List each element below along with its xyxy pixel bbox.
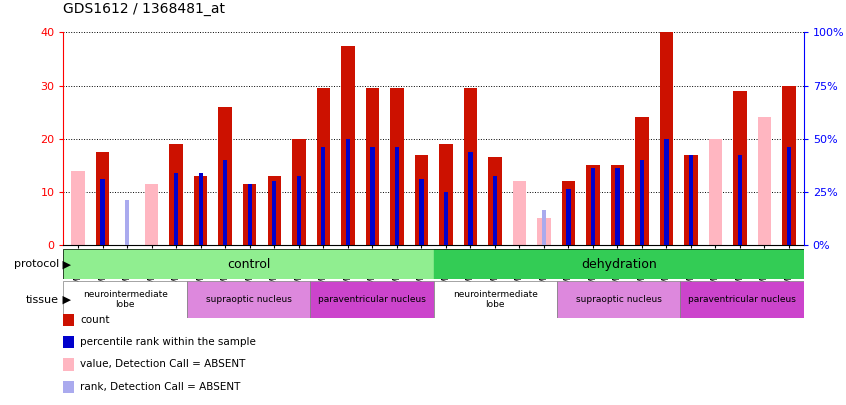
Bar bbox=[611, 165, 624, 245]
Bar bbox=[664, 139, 668, 245]
Bar bbox=[316, 88, 330, 245]
Bar bbox=[292, 139, 305, 245]
Bar bbox=[415, 155, 428, 245]
Bar bbox=[199, 173, 203, 245]
Bar bbox=[443, 192, 448, 245]
Bar bbox=[640, 160, 644, 245]
Text: count: count bbox=[80, 315, 110, 325]
Bar bbox=[709, 139, 722, 245]
Bar bbox=[537, 218, 551, 245]
Bar bbox=[433, 249, 804, 279]
Text: control: control bbox=[227, 258, 270, 271]
Bar bbox=[71, 171, 85, 245]
Bar bbox=[223, 160, 228, 245]
Text: neurointermediate
lobe: neurointermediate lobe bbox=[453, 290, 538, 309]
Bar bbox=[689, 155, 693, 245]
Bar bbox=[738, 155, 742, 245]
Text: paraventricular nucleus: paraventricular nucleus bbox=[688, 295, 796, 304]
Bar bbox=[187, 281, 310, 318]
Text: neurointermediate
lobe: neurointermediate lobe bbox=[83, 290, 168, 309]
Bar bbox=[272, 181, 277, 245]
Bar bbox=[733, 91, 747, 245]
Bar bbox=[660, 32, 673, 245]
Bar bbox=[365, 88, 379, 245]
Bar bbox=[394, 147, 399, 245]
Bar bbox=[783, 85, 796, 245]
Bar bbox=[321, 147, 326, 245]
Bar bbox=[218, 107, 232, 245]
Bar bbox=[566, 189, 570, 245]
Bar bbox=[615, 168, 619, 245]
Bar bbox=[433, 281, 557, 318]
Text: rank, Detection Call = ABSENT: rank, Detection Call = ABSENT bbox=[80, 382, 241, 392]
Bar bbox=[125, 200, 129, 245]
Bar bbox=[468, 152, 473, 245]
Text: supraoptic nucleus: supraoptic nucleus bbox=[206, 295, 292, 304]
Bar bbox=[194, 176, 207, 245]
Bar bbox=[63, 249, 433, 279]
Text: ▶: ▶ bbox=[59, 295, 71, 305]
Bar bbox=[63, 281, 187, 318]
Bar bbox=[488, 157, 502, 245]
Bar bbox=[419, 179, 424, 245]
Bar bbox=[513, 181, 526, 245]
Text: ▶: ▶ bbox=[59, 259, 71, 269]
Text: paraventricular nucleus: paraventricular nucleus bbox=[318, 295, 426, 304]
Text: percentile rank within the sample: percentile rank within the sample bbox=[80, 337, 256, 347]
Bar bbox=[310, 281, 433, 318]
Bar bbox=[787, 147, 791, 245]
Bar bbox=[341, 46, 354, 245]
Text: dehydration: dehydration bbox=[580, 258, 656, 271]
Text: tissue: tissue bbox=[26, 295, 59, 305]
Bar bbox=[145, 184, 158, 245]
Bar bbox=[370, 147, 375, 245]
Bar bbox=[541, 211, 546, 245]
Text: GDS1612 / 1368481_at: GDS1612 / 1368481_at bbox=[63, 2, 225, 16]
Bar bbox=[684, 155, 698, 245]
Bar bbox=[169, 144, 183, 245]
Bar bbox=[248, 184, 252, 245]
Bar bbox=[758, 117, 772, 245]
Bar bbox=[557, 281, 680, 318]
Bar bbox=[591, 168, 595, 245]
Bar bbox=[174, 173, 179, 245]
Bar bbox=[464, 88, 477, 245]
Bar bbox=[635, 117, 649, 245]
Bar bbox=[562, 181, 575, 245]
Bar bbox=[345, 139, 350, 245]
Bar bbox=[680, 281, 804, 318]
Bar bbox=[243, 184, 256, 245]
Text: value, Detection Call = ABSENT: value, Detection Call = ABSENT bbox=[80, 360, 245, 369]
Bar bbox=[390, 88, 404, 245]
Bar bbox=[439, 144, 453, 245]
Text: supraoptic nucleus: supraoptic nucleus bbox=[575, 295, 662, 304]
Bar bbox=[492, 176, 497, 245]
Bar bbox=[267, 176, 281, 245]
Bar bbox=[297, 176, 301, 245]
Bar bbox=[96, 152, 109, 245]
Bar bbox=[101, 179, 105, 245]
Text: protocol: protocol bbox=[14, 259, 59, 269]
Bar bbox=[586, 165, 600, 245]
